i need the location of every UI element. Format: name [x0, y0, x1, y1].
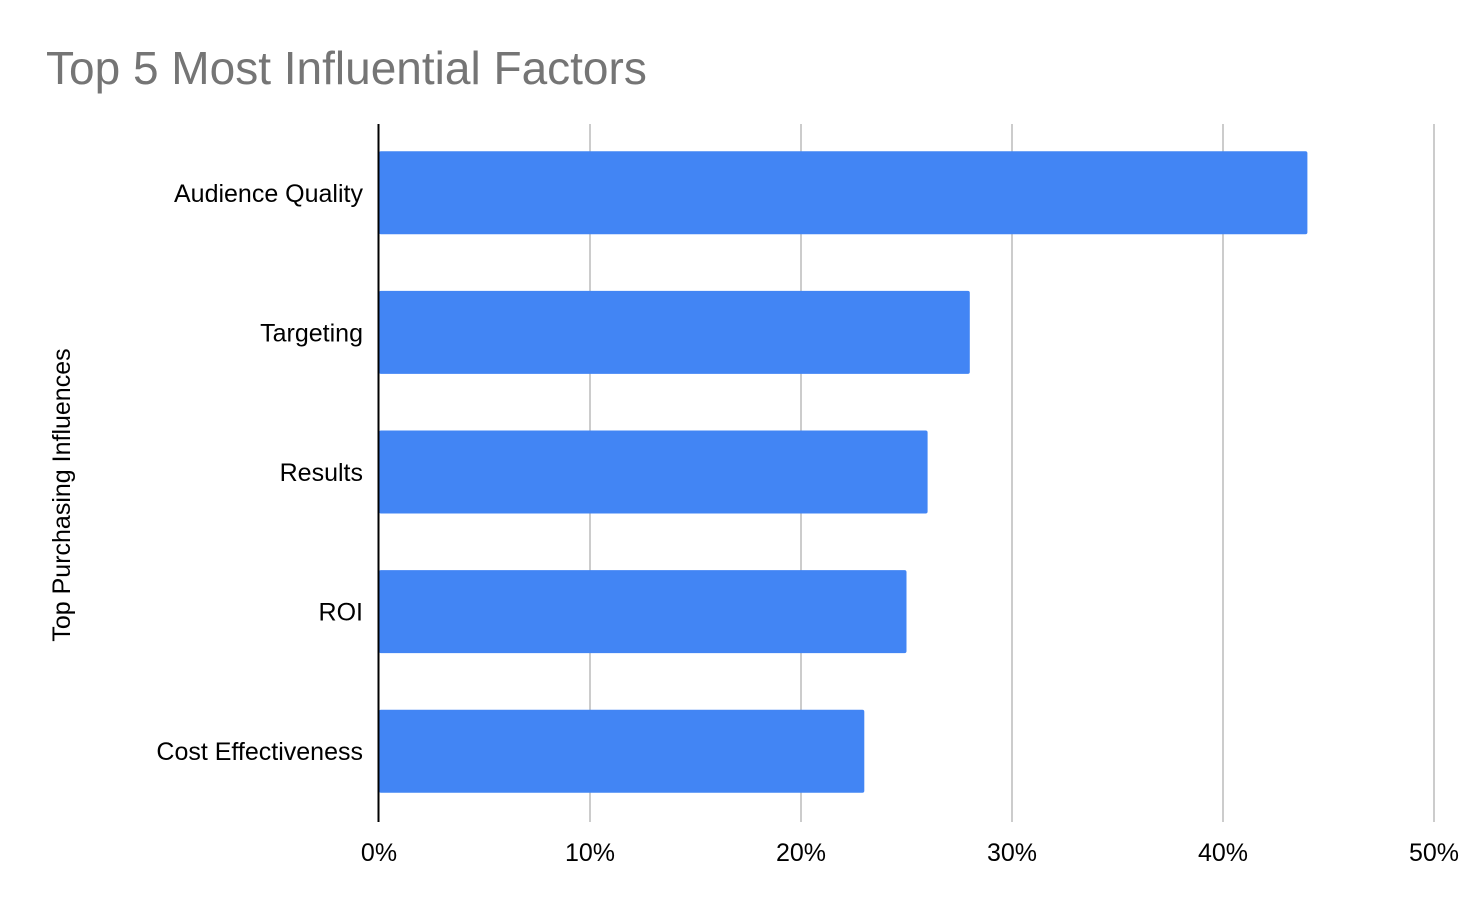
bars — [379, 151, 1308, 793]
bar — [379, 290, 970, 374]
y-axis-label: Top Purchasing Influences — [48, 348, 76, 641]
category-label: Audience Quality — [174, 180, 364, 208]
x-tick-label: 40% — [1198, 839, 1248, 867]
gridlines — [589, 124, 1435, 822]
x-tick-label: 20% — [776, 839, 826, 867]
chart-title: Top 5 Most Influential Factors — [46, 42, 647, 94]
category-label: ROI — [319, 599, 363, 627]
x-tick-label: 50% — [1409, 839, 1459, 867]
bar — [379, 430, 928, 514]
x-tick-label: 30% — [987, 839, 1037, 867]
x-tick-labels: 0% 10% 20% 30% 40% 50% — [361, 839, 1459, 867]
category-label: Targeting — [260, 319, 363, 347]
bar — [379, 709, 865, 793]
bar — [379, 570, 907, 654]
x-tick-label: 0% — [361, 839, 397, 867]
category-labels: Audience Quality Targeting Results ROI Cost … — [156, 180, 363, 766]
x-tick-label: 10% — [565, 839, 615, 867]
category-label: Results — [280, 459, 363, 487]
bar — [379, 151, 1308, 235]
category-label: Cost Effectiveness — [156, 738, 363, 766]
